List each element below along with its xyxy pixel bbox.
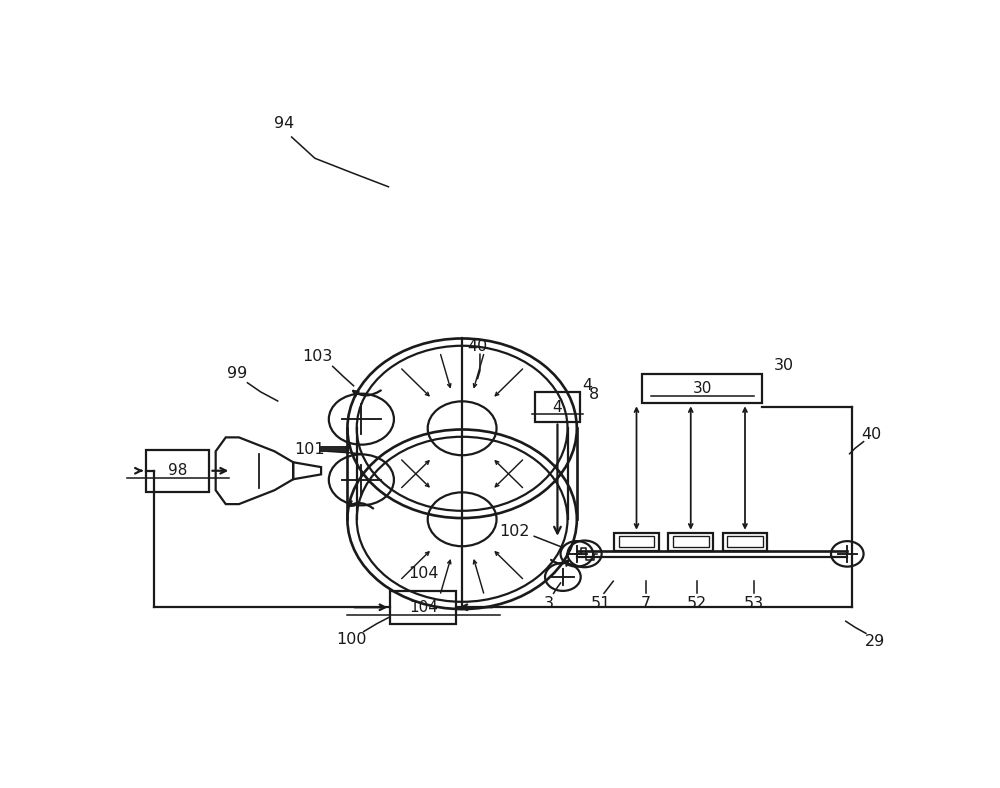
Bar xyxy=(146,449,209,492)
Text: 4: 4 xyxy=(553,400,562,414)
Bar xyxy=(642,374,762,403)
Bar xyxy=(535,392,580,422)
Text: 94: 94 xyxy=(274,116,294,131)
Text: 53: 53 xyxy=(744,596,764,611)
Text: 40: 40 xyxy=(861,427,881,442)
Text: 102: 102 xyxy=(499,524,529,539)
Text: 3: 3 xyxy=(544,596,554,611)
Text: 51: 51 xyxy=(591,596,611,611)
Text: 7: 7 xyxy=(641,596,651,611)
Text: 29: 29 xyxy=(865,634,885,649)
Text: 101: 101 xyxy=(294,442,325,457)
Text: 100: 100 xyxy=(336,632,367,647)
Bar xyxy=(727,537,763,547)
Text: 103: 103 xyxy=(302,349,332,364)
Bar xyxy=(673,537,709,547)
Text: 30: 30 xyxy=(774,359,794,374)
Text: 98: 98 xyxy=(168,463,187,478)
Bar xyxy=(723,533,767,551)
Bar xyxy=(619,537,654,547)
Text: 104: 104 xyxy=(408,567,439,582)
Bar xyxy=(390,590,456,624)
Text: 52: 52 xyxy=(687,596,707,611)
Text: 4: 4 xyxy=(582,378,592,393)
Text: 104: 104 xyxy=(409,600,438,615)
Text: 40: 40 xyxy=(468,339,488,354)
Text: 8: 8 xyxy=(589,388,599,403)
Text: 30: 30 xyxy=(693,381,712,396)
Text: 99: 99 xyxy=(227,366,248,381)
Bar xyxy=(614,533,659,551)
Bar xyxy=(668,533,713,551)
